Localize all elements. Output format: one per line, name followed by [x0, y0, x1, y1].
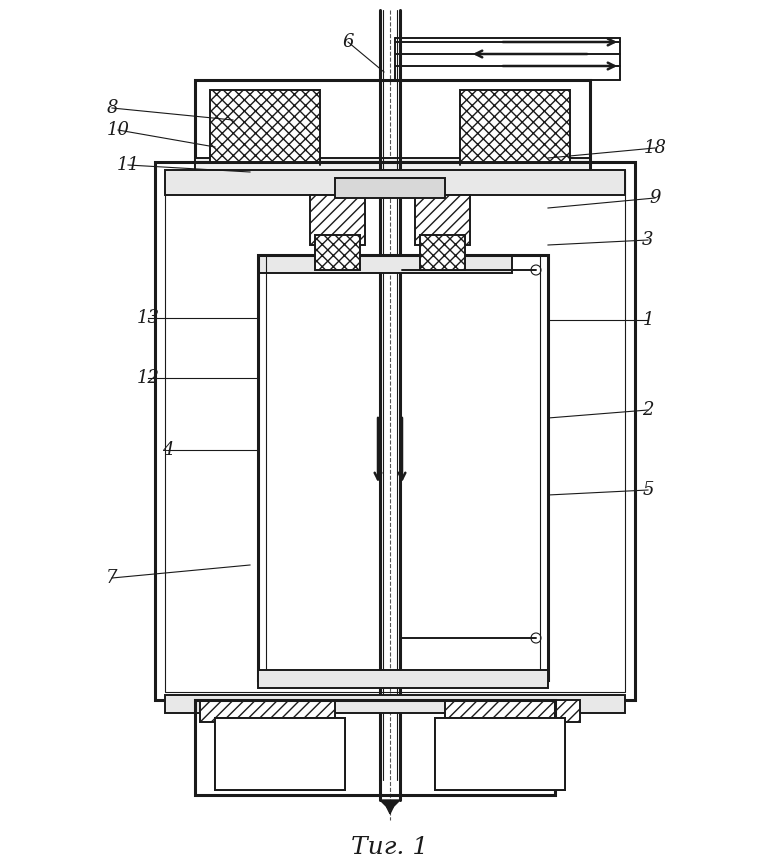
Text: 5: 5 [642, 481, 654, 499]
Text: 7: 7 [106, 569, 118, 587]
Text: 2: 2 [642, 401, 654, 419]
Text: 3: 3 [642, 231, 654, 249]
Bar [200, 700, 335, 722]
Bar [155, 162, 635, 700]
Bar [310, 195, 365, 245]
Bar [460, 90, 570, 162]
Bar [435, 718, 565, 790]
Text: Τиг. 1: Τиг. 1 [351, 837, 429, 859]
Text: 4: 4 [162, 441, 174, 459]
Bar [335, 178, 445, 198]
Bar [315, 235, 360, 270]
Text: 6: 6 [342, 33, 354, 51]
Bar [415, 195, 470, 245]
Text: 8: 8 [106, 99, 118, 117]
Polygon shape [380, 800, 400, 810]
Text: 13: 13 [136, 309, 159, 327]
Text: 1: 1 [642, 311, 654, 329]
Bar [420, 235, 465, 270]
Bar [445, 700, 580, 722]
Bar [210, 90, 320, 162]
Bar [195, 700, 555, 795]
Text: 11: 11 [116, 156, 140, 174]
Bar [258, 670, 548, 688]
Bar [165, 170, 625, 195]
Bar [165, 695, 625, 713]
Text: 9: 9 [649, 189, 661, 207]
Text: 18: 18 [644, 139, 666, 157]
Bar [258, 255, 548, 680]
Bar [258, 255, 512, 273]
Bar [165, 170, 625, 692]
Bar [215, 718, 345, 790]
Text: 10: 10 [107, 121, 129, 139]
Bar [195, 158, 590, 172]
Bar [195, 80, 590, 172]
Text: 12: 12 [136, 369, 159, 387]
